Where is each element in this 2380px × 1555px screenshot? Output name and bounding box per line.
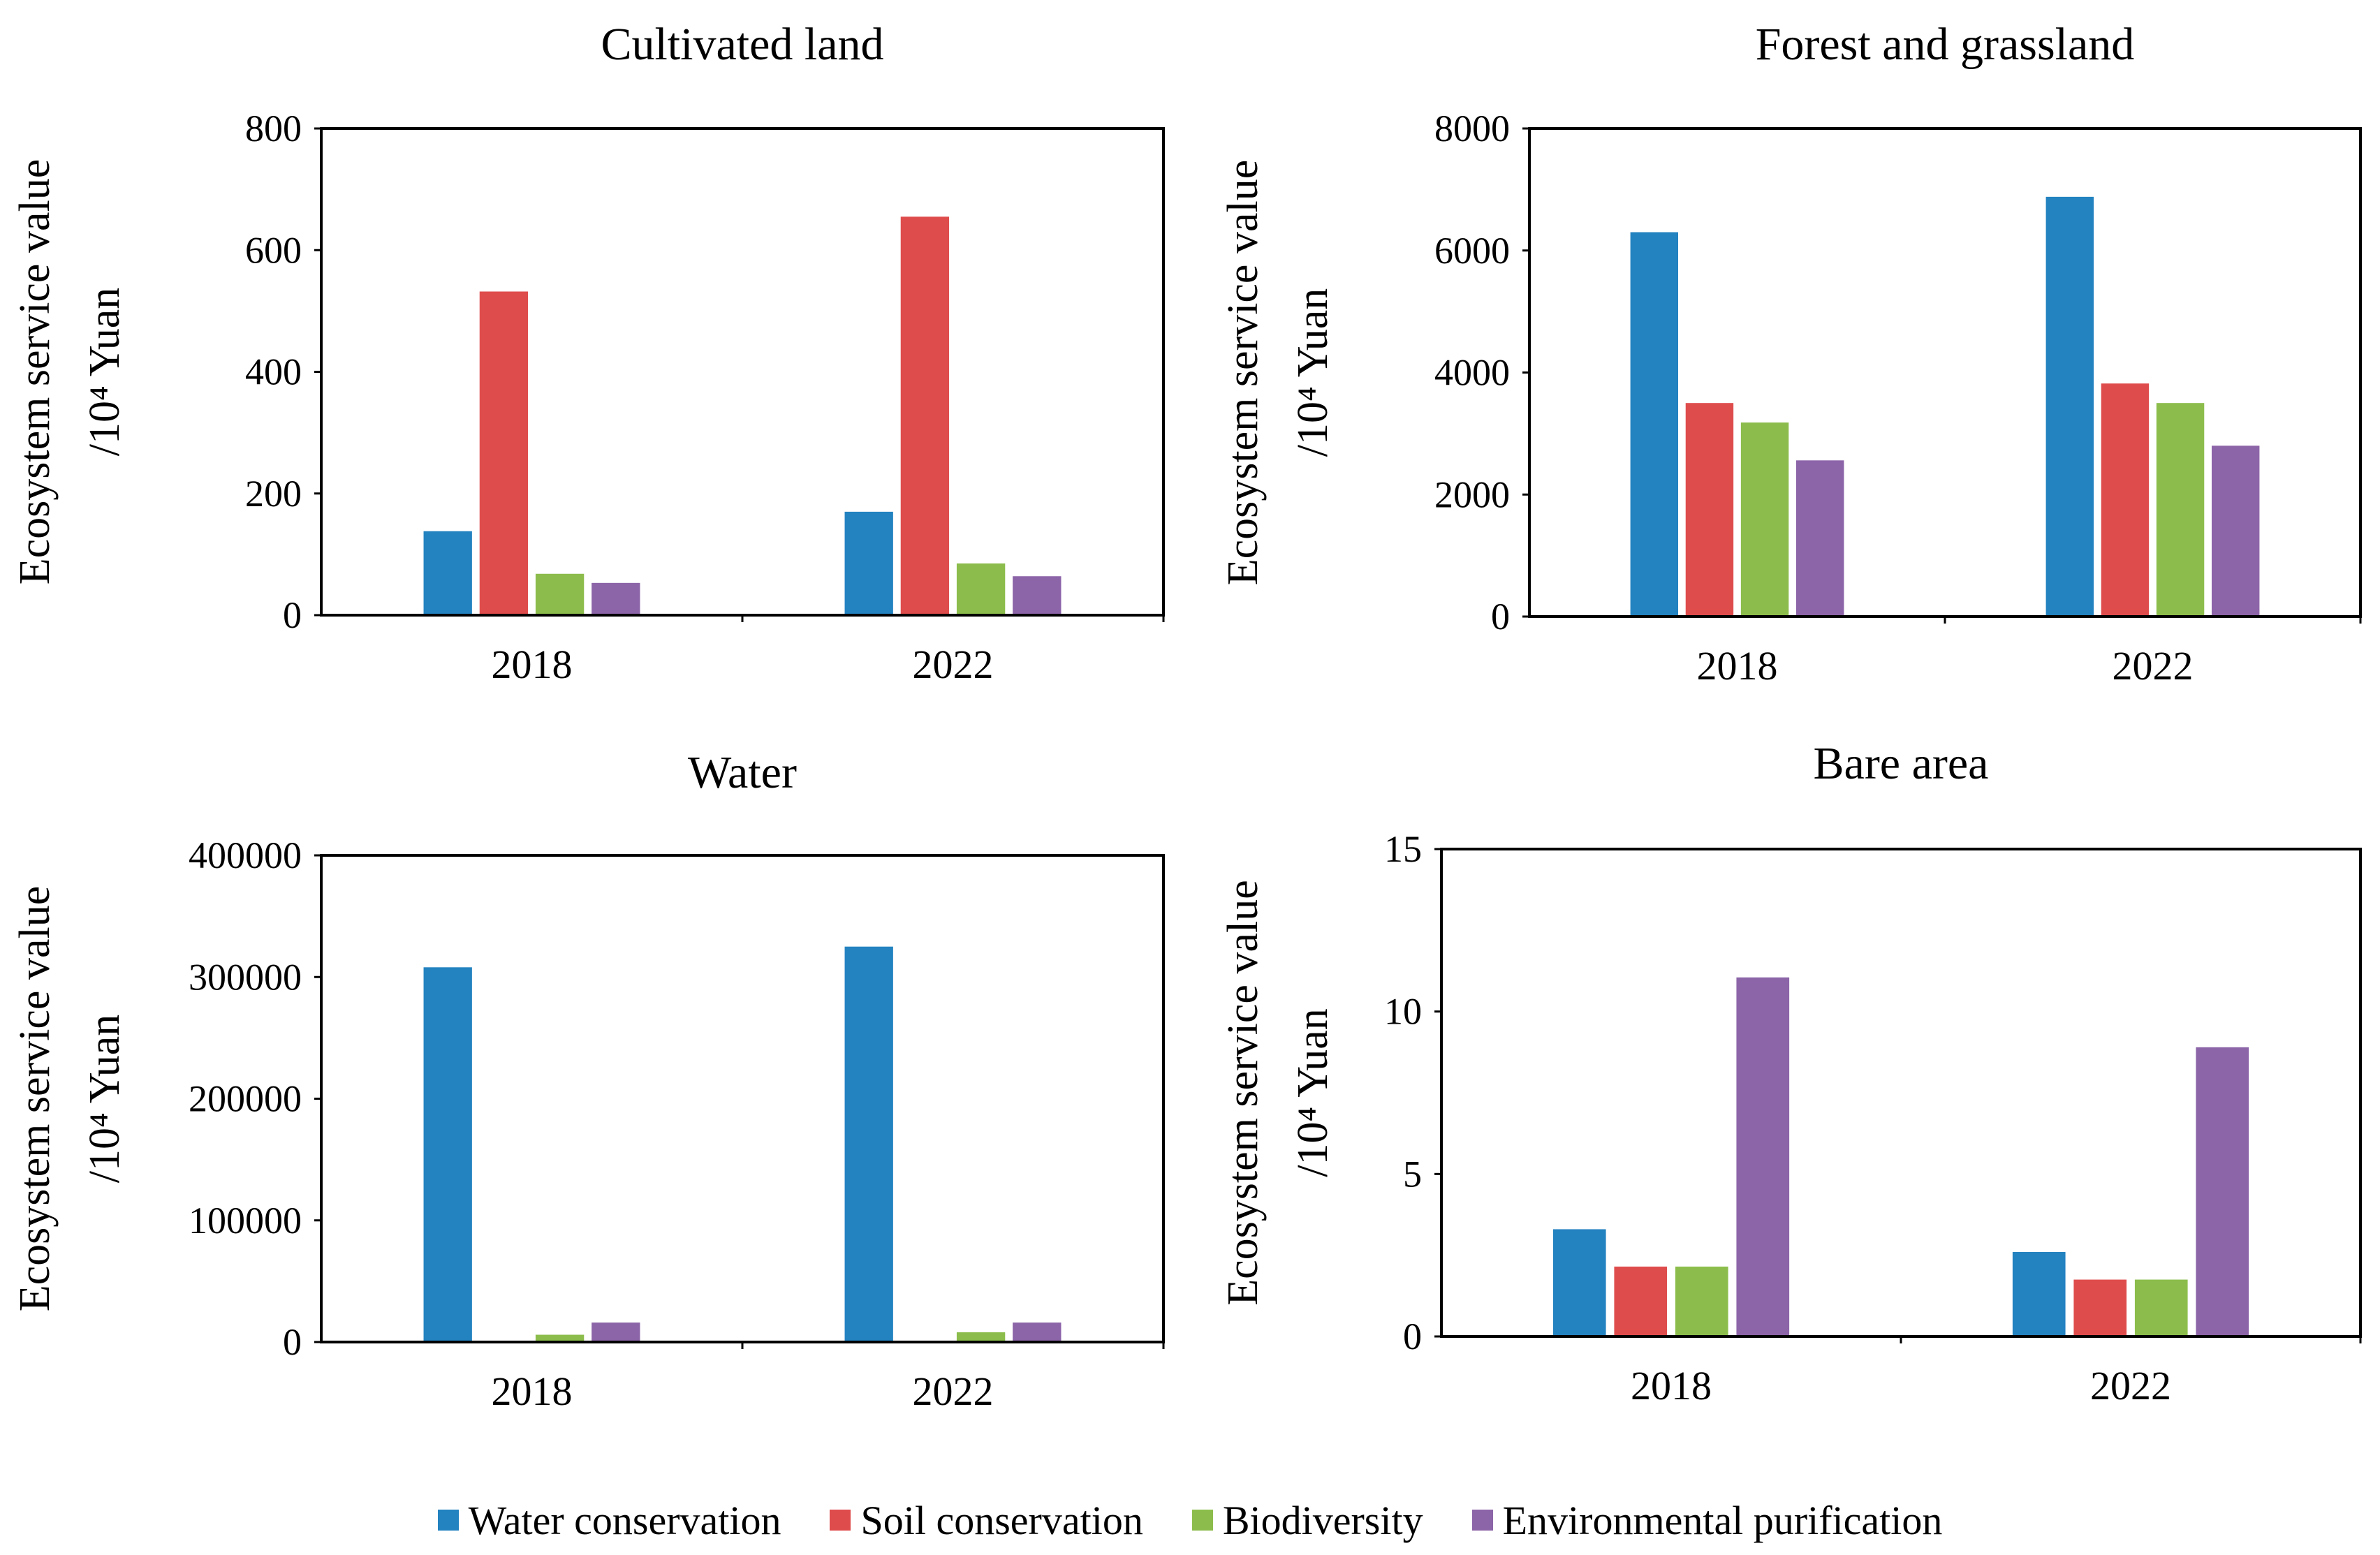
y-tick-label: 5	[1403, 1153, 1422, 1195]
y-axis-label-unit: /10⁴ Yuan	[1289, 1008, 1337, 1177]
x-tick-label: 2018	[492, 1369, 573, 1414]
y-tick-label: 400	[245, 351, 302, 393]
chart-title: Forest and grassland	[1756, 19, 2135, 70]
y-tick-label: 0	[1491, 596, 1510, 638]
bar-water-conservation-2022	[844, 511, 893, 615]
y-tick-label: 100000	[189, 1200, 302, 1241]
chart-panel-water: Water Ecosystem service value/10⁴ Yuan 0 10…	[11, 747, 1165, 1414]
x-tick-label: 2022	[2113, 643, 2194, 688]
chart-legend: Water conservation Soil conservation Bio…	[0, 1489, 2380, 1552]
x-tick-label: 2022	[913, 642, 994, 687]
bar-environmental-purification-2022	[1013, 576, 1062, 615]
bar-biodiversity-2022	[956, 563, 1006, 615]
bar-water-conservation-2018	[1552, 1229, 1606, 1336]
bar-environmental-purification-2022	[2211, 445, 2260, 617]
y-tick-label: 600	[245, 229, 302, 271]
chart-title: Bare area	[1814, 738, 1989, 789]
legend-item-soil-conservation: Soil conservation	[830, 1497, 1143, 1544]
bar-biodiversity-2022	[2156, 403, 2205, 617]
bar-biodiversity-2018	[535, 1334, 585, 1342]
chart-panel-cultivated-land: Cultivated land Ecosystem service value/1…	[11, 19, 1165, 687]
chart-title: Cultivated land	[601, 19, 883, 70]
legend-item-environmental-purification: Environmental purification	[1471, 1497, 1943, 1544]
y-tick-label: 15	[1384, 828, 1422, 870]
y-axis-label: Ecosystem service value	[11, 886, 59, 1311]
bar-soil-conservation-2022	[2101, 383, 2150, 617]
bar-biodiversity-2018	[535, 573, 585, 615]
bar-soil-conservation-2018	[1614, 1266, 1668, 1336]
x-tick-label: 2022	[2090, 1363, 2171, 1408]
legend-swatch-environmental-purification	[1471, 1510, 1493, 1531]
bar-water-conservation-2022	[844, 946, 893, 1342]
bar-environmental-purification-2018	[1795, 460, 1844, 617]
y-tick-label: 2000	[1434, 473, 1510, 515]
bar-environmental-purification-2022	[2196, 1047, 2249, 1336]
y-tick-label: 0	[283, 1321, 302, 1363]
y-tick-label: 300000	[189, 956, 302, 998]
bar-biodiversity-2018	[1740, 422, 1789, 617]
y-tick-label: 10	[1384, 991, 1422, 1033]
y-tick-label: 8000	[1434, 108, 1510, 149]
legend-swatch-soil-conservation	[830, 1510, 851, 1531]
bar-soil-conservation-2018	[479, 291, 529, 615]
y-tick-label: 4000	[1434, 352, 1510, 394]
legend-item-biodiversity: Biodiversity	[1191, 1497, 1423, 1544]
chart-panel-bare-area: Bare area Ecosystem service value/10⁴ Yua…	[1219, 738, 2362, 1408]
y-axis-label-unit: /10⁴ Yuan	[1289, 288, 1337, 457]
y-tick-label: 800	[245, 108, 302, 149]
x-tick-label: 2018	[492, 642, 573, 687]
x-tick-label: 2018	[1631, 1363, 1712, 1408]
bar-environmental-purification-2022	[1013, 1322, 1062, 1342]
bar-water-conservation-2022	[2045, 196, 2094, 617]
bar-water-conservation-2018	[1630, 232, 1679, 617]
x-tick-label: 2022	[913, 1369, 994, 1414]
legend-swatch-water-conservation	[437, 1510, 459, 1531]
chart-panel-forest-and-grassland: Forest and grassland Ecosystem service va…	[1219, 19, 2362, 688]
y-tick-label: 200	[245, 473, 302, 515]
y-tick-label: 200000	[189, 1078, 302, 1120]
y-axis-label: Ecosystem service value	[1219, 160, 1267, 585]
bar-water-conservation-2018	[423, 967, 472, 1342]
y-axis-label: Ecosystem service value	[1219, 880, 1267, 1305]
bar-soil-conservation-2022	[2073, 1279, 2127, 1336]
chart-title: Water	[688, 747, 797, 798]
y-tick-label: 6000	[1434, 230, 1510, 272]
y-axis-label: Ecosystem service value	[11, 159, 59, 584]
y-tick-label: 400000	[189, 834, 302, 876]
bar-environmental-purification-2018	[1736, 977, 1790, 1336]
y-axis-label-unit: /10⁴ Yuan	[81, 288, 128, 456]
bar-soil-conservation-2018	[1685, 403, 1734, 617]
bar-water-conservation-2022	[2012, 1252, 2066, 1336]
bar-environmental-purification-2018	[592, 1322, 640, 1342]
bar-biodiversity-2022	[956, 1332, 1006, 1342]
x-tick-label: 2018	[1697, 643, 1778, 688]
bar-biodiversity-2022	[2134, 1279, 2188, 1336]
legend-label-soil-conservation: Soil conservation	[860, 1497, 1143, 1543]
y-tick-label: 0	[1403, 1316, 1422, 1357]
legend-swatch-biodiversity	[1191, 1510, 1213, 1531]
plot-frame	[1528, 127, 2362, 618]
bar-biodiversity-2018	[1675, 1266, 1728, 1336]
legend-label-environmental-purification: Environmental purification	[1502, 1497, 1943, 1543]
bar-water-conservation-2018	[423, 531, 472, 615]
plot-frame	[320, 127, 1165, 617]
legend-label-biodiversity: Biodiversity	[1222, 1497, 1423, 1543]
legend-item-water-conservation: Water conservation	[437, 1497, 781, 1544]
plot-frame	[1440, 848, 2362, 1338]
legend-label-water-conservation: Water conservation	[468, 1497, 781, 1543]
y-tick-label: 0	[283, 594, 302, 636]
bar-soil-conservation-2022	[900, 216, 950, 615]
plot-frame	[320, 854, 1165, 1343]
y-axis-label-unit: /10⁴ Yuan	[81, 1015, 128, 1183]
bar-environmental-purification-2018	[592, 582, 640, 615]
